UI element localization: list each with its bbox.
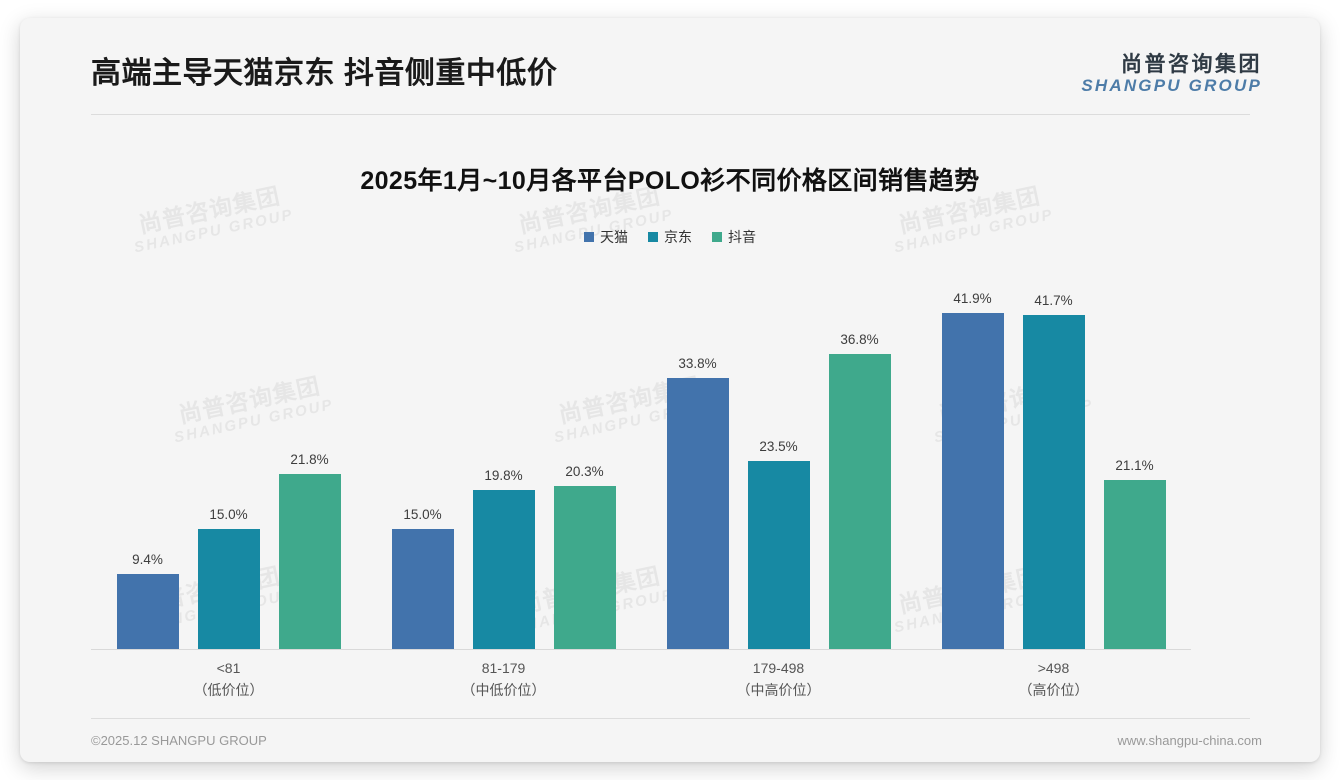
bar-column[interactable]: 15.0% [197, 254, 260, 649]
bar-group: 15.0% 19.8% 20.3% [366, 254, 641, 649]
bar-京东[interactable] [1022, 314, 1085, 649]
x-axis-label-tier: （低价位） [193, 681, 264, 698]
legend-item-京东[interactable]: 京东 [648, 227, 692, 247]
bar-value-label: 21.1% [1115, 457, 1154, 473]
bar-value-label: 23.5% [759, 438, 798, 454]
bar-column[interactable]: 15.0% [391, 254, 454, 649]
brand-logo-cn: 尚普咨询集团 [1121, 53, 1262, 76]
bar-天猫[interactable] [391, 528, 454, 649]
legend-label: 天猫 [600, 229, 628, 245]
x-axis-label-range: <81 [216, 660, 241, 676]
bar-column[interactable]: 41.9% [941, 254, 1004, 649]
bar-value-label: 20.3% [565, 464, 604, 480]
bar-京东[interactable] [747, 460, 810, 649]
legend-swatch-icon [584, 232, 594, 242]
bar-抖音[interactable] [1103, 479, 1166, 649]
bar-value-label: 41.9% [953, 290, 992, 306]
bar-column[interactable]: 21.8% [278, 254, 341, 649]
bar-value-label: 9.4% [132, 551, 163, 567]
bar-value-label: 15.0% [209, 506, 248, 522]
header-divider [91, 114, 1250, 115]
bar-京东[interactable] [197, 528, 260, 649]
bar-抖音[interactable] [553, 486, 616, 649]
bar-group: 41.9% 41.7% 21.1% [916, 254, 1191, 649]
chart-baseline [91, 649, 1191, 650]
page-title: 高端主导天猫京东 抖音侧重中低价 [91, 57, 558, 90]
bar-column[interactable]: 41.7% [1022, 254, 1085, 649]
x-axis-label: <81 （低价位） [109, 658, 349, 701]
brand-logo: 尚普咨询集团 SHANGPU GROUP [1081, 53, 1262, 95]
bar-value-label: 15.0% [403, 506, 442, 522]
bar-column[interactable]: 19.8% [472, 254, 535, 649]
bar-group: 9.4% 15.0% 21.8% [91, 254, 366, 649]
bar-抖音[interactable] [828, 353, 891, 649]
legend-item-天猫[interactable]: 天猫 [584, 227, 628, 247]
bar-value-label: 36.8% [840, 331, 879, 347]
bar-column[interactable]: 9.4% [116, 254, 179, 649]
legend-label: 抖音 [728, 229, 756, 245]
legend-swatch-icon [648, 232, 658, 242]
legend-item-抖音[interactable]: 抖音 [712, 227, 756, 247]
bar-column[interactable]: 21.1% [1103, 254, 1166, 649]
chart-block: 2025年1月~10月各平台POLO衫不同价格区间销售趋势 天猫 京东 抖音 9.4… [20, 114, 1320, 698]
x-axis-label-tier: （中高价位） [736, 681, 821, 698]
x-axis-label-range: 81-179 [481, 660, 526, 676]
x-axis-label-range: 179-498 [752, 660, 805, 676]
bar-value-label: 19.8% [484, 468, 523, 484]
slide-header: 高端主导天猫京东 抖音侧重中低价 尚普咨询集团 SHANGPU GROUP [20, 18, 1320, 114]
brand-logo-en: SHANGPU GROUP [1081, 75, 1262, 95]
bar-column[interactable]: 33.8% [666, 254, 729, 649]
bar-value-label: 21.8% [290, 452, 329, 468]
bar-天猫[interactable] [116, 573, 179, 649]
bar-column[interactable]: 23.5% [747, 254, 810, 649]
x-axis-label: 81-179 （中低价位） [384, 658, 624, 701]
bar-天猫[interactable] [666, 377, 729, 649]
footer-website[interactable]: www.shangpu-china.com [1117, 733, 1262, 748]
footer-copyright: ©2025.12 SHANGPU GROUP [91, 733, 267, 748]
slide-footer: ©2025.12 SHANGPU GROUP www.shangpu-china… [20, 719, 1320, 762]
legend-label: 京东 [664, 229, 692, 245]
bar-column[interactable]: 36.8% [828, 254, 891, 649]
bar-group: 33.8% 23.5% 36.8% [641, 254, 916, 649]
bar-天猫[interactable] [941, 312, 1004, 649]
chart-title: 2025年1月~10月各平台POLO衫不同价格区间销售趋势 [360, 167, 980, 195]
bar-value-label: 41.7% [1034, 292, 1073, 308]
x-axis-label: 179-498 （中高价位） [659, 658, 899, 701]
bar-抖音[interactable] [278, 474, 341, 649]
x-axis-label: >498 （高价位） [934, 658, 1174, 701]
chart-legend: 天猫 京东 抖音 [20, 227, 1320, 247]
x-axis-label-tier: （高价位） [1018, 681, 1089, 698]
x-axis-label-range: >498 [1037, 660, 1070, 676]
bar-value-label: 33.8% [678, 355, 717, 371]
x-axis-label-tier: （中低价位） [461, 681, 546, 698]
footer-divider [91, 718, 1250, 719]
slide-card: 尚普咨询集团 SHANGPU GROUP 尚普咨询集团 SHANGPU GROUP 尚普… [20, 18, 1320, 762]
bar-column[interactable]: 20.3% [553, 254, 616, 649]
chart-plot-area: 9.4% 15.0% 21.8% <81 （低价位） 15.0% 19.8% 20.3% 81-… [91, 254, 1250, 698]
legend-swatch-icon [712, 232, 722, 242]
bar-京东[interactable] [472, 490, 535, 649]
